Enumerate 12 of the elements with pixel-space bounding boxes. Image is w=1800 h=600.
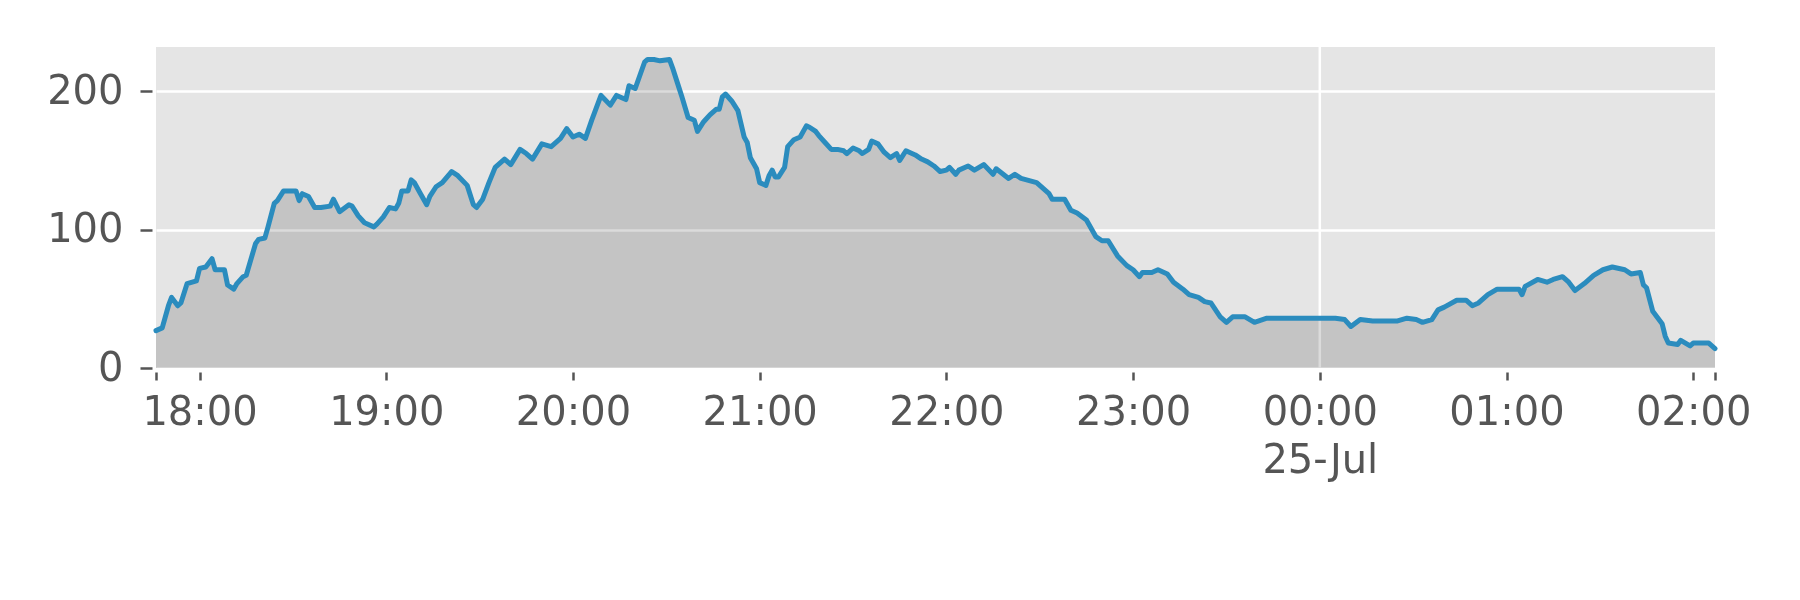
x-tick-label: 22:00 <box>889 387 1005 434</box>
x-tick-label: 18:00 <box>142 387 258 434</box>
x-tick-label: 19:00 <box>329 387 445 434</box>
y-tick-label: 100 <box>47 205 124 252</box>
x-tick-label: 20:00 <box>515 387 632 434</box>
x-tick-label: 23:00 <box>1075 387 1192 434</box>
y-tick-label: 200 <box>47 66 124 113</box>
x-tick-label: 01:00 <box>1449 387 1565 434</box>
x-tick-label: 21:00 <box>702 387 818 434</box>
y-tick-label: 0 <box>98 343 124 390</box>
x-tick-label: 00:00 25-Jul <box>1262 387 1379 482</box>
x-tick-label: 02:00 <box>1636 387 1752 434</box>
